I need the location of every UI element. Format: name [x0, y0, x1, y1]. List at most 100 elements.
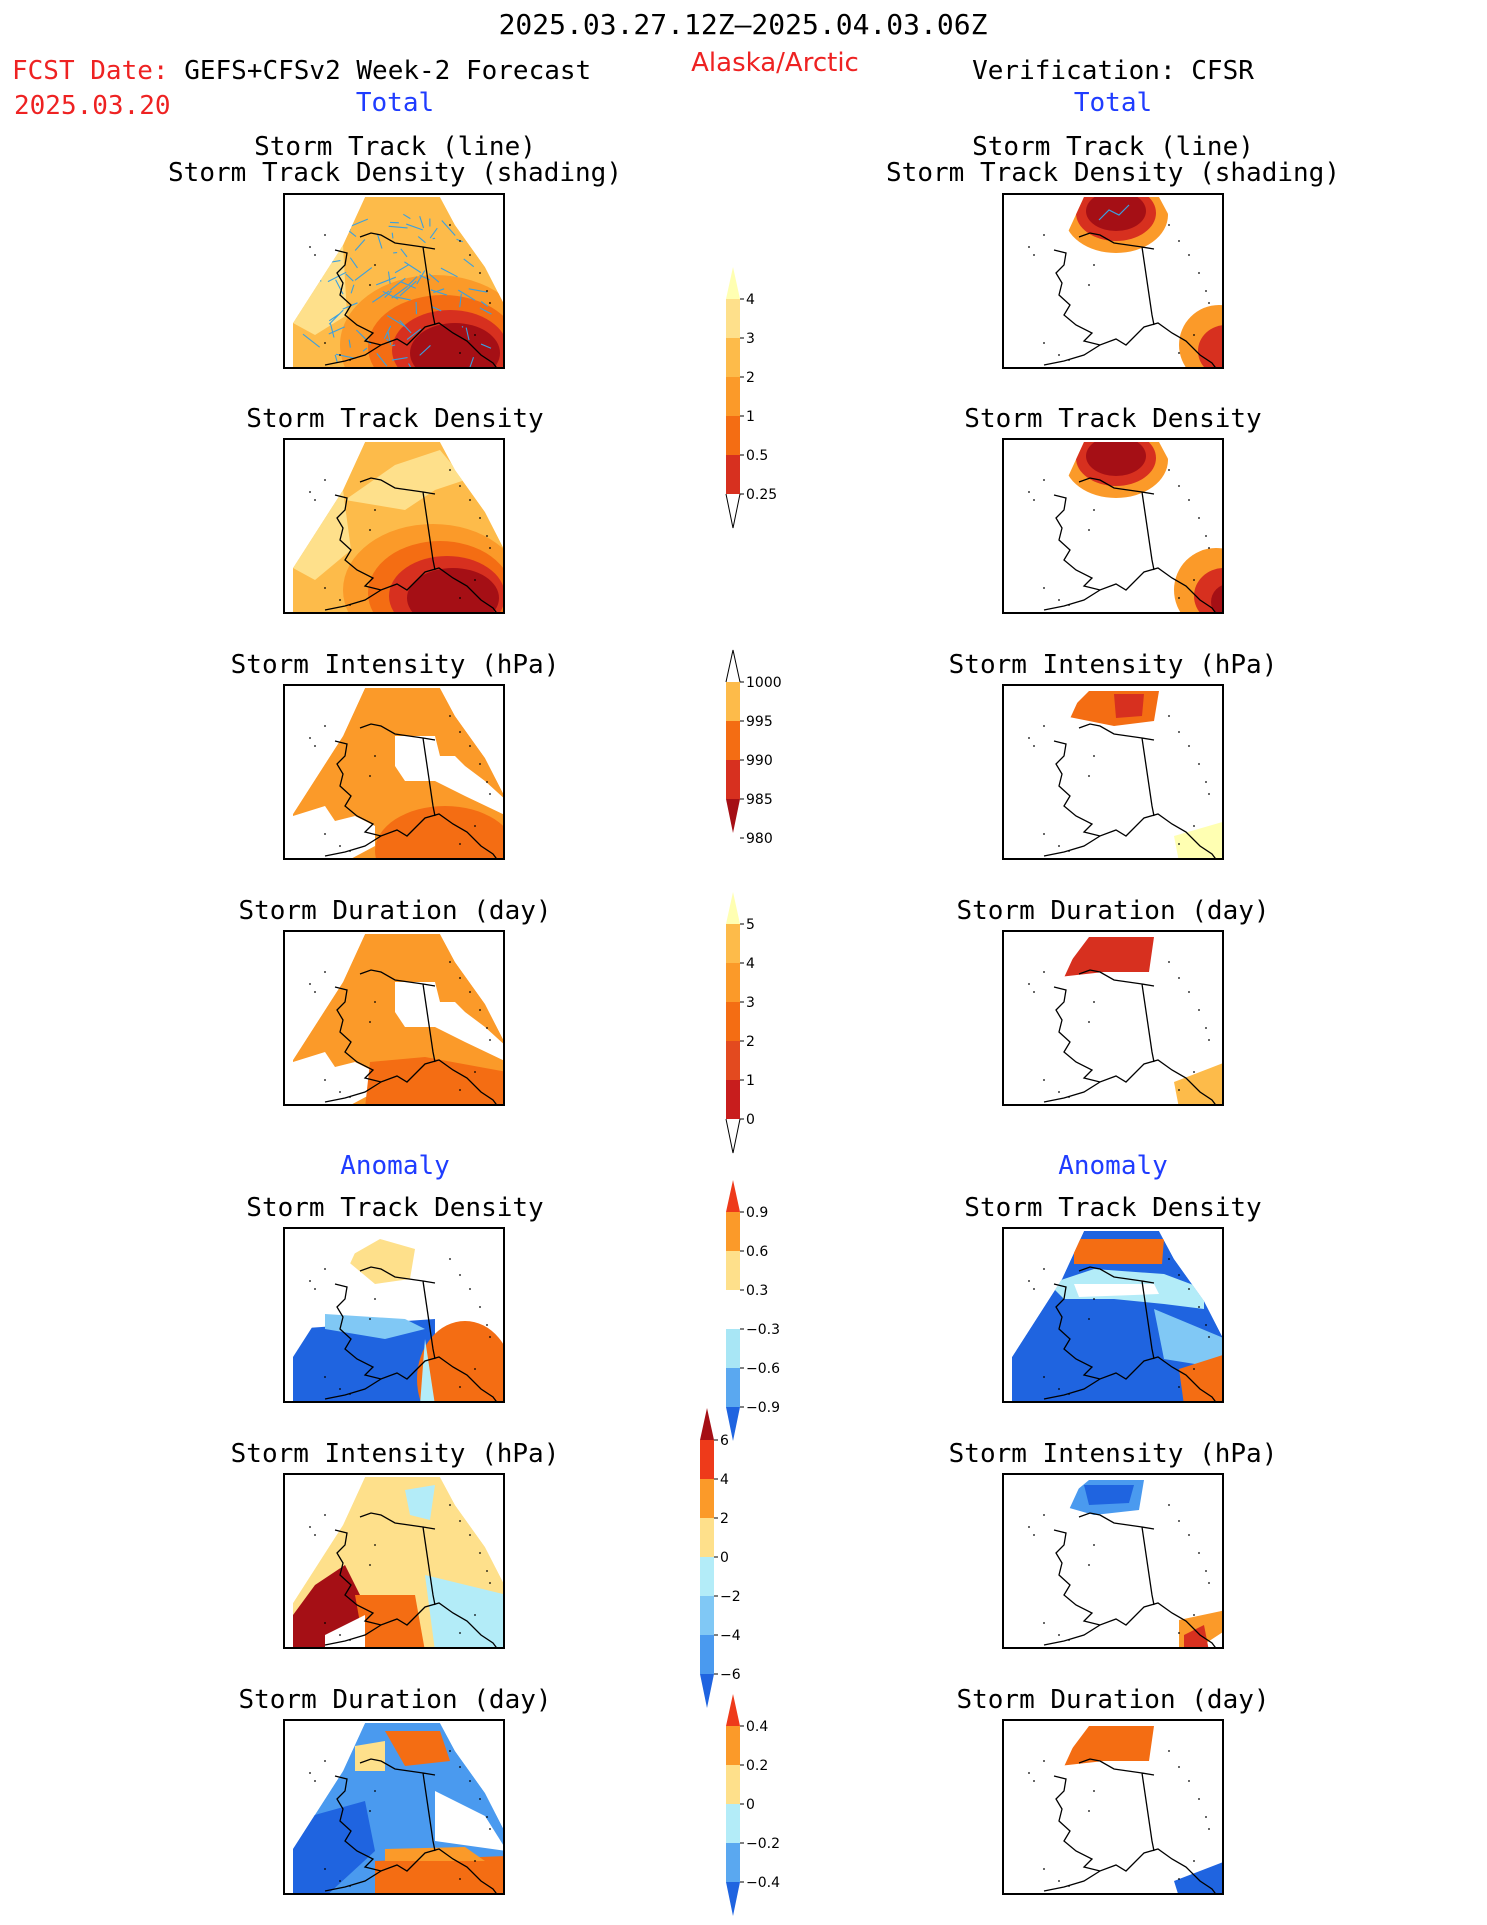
map-plot — [1012, 934, 1222, 1104]
map-plot — [293, 1723, 503, 1893]
coastline — [324, 1758, 497, 1893]
coastline — [1043, 1266, 1216, 1401]
colorbar-label: 990 — [746, 753, 773, 769]
title-intensity-left: Storm Intensity (hPa) — [230, 650, 560, 680]
map-right-track — [1002, 193, 1224, 369]
map-right-duration — [1002, 930, 1224, 1106]
colorbar-label: 2 — [720, 1511, 729, 1527]
region-title: Alaska/Arctic — [691, 48, 859, 78]
map-left-anom-intensity — [283, 1473, 505, 1649]
forecast-line: FCST Date: GEFS+CFSv2 Week-2 Forecast — [12, 56, 591, 86]
map-plot — [1012, 442, 1222, 612]
title-track-shading-left: Storm Track Density (shading) — [168, 158, 622, 188]
map-plot — [293, 1477, 503, 1647]
coastline — [324, 969, 497, 1104]
map-left-anom-density — [283, 1227, 505, 1403]
colorbar-label: −0.2 — [746, 1836, 780, 1852]
colorbar-plot: 0.4 0.2 0 −0.2 −0.4 — [726, 1694, 780, 1916]
title-anom-intensity-left: Storm Intensity (hPa) — [230, 1439, 560, 1469]
map-right-anom-intensity — [1002, 1473, 1224, 1649]
coastline — [1043, 1512, 1216, 1647]
title-anom-duration-left: Storm Duration (day) — [238, 1685, 552, 1715]
map-plot — [293, 197, 503, 367]
coastline — [324, 1266, 497, 1401]
title-duration-left: Storm Duration (day) — [238, 896, 552, 926]
fcst-date-label: FCST Date: — [12, 56, 169, 86]
title-anom-intensity-right: Storm Intensity (hPa) — [948, 1439, 1278, 1469]
section-anomaly-left: Anomaly — [340, 1151, 450, 1181]
colorbar-label: −4 — [720, 1628, 741, 1644]
colorbar-label: −2 — [720, 1589, 741, 1605]
colorbar-label: 0 — [746, 1797, 755, 1813]
colorbar-label: 4 — [746, 292, 755, 308]
map-plot — [1012, 1477, 1222, 1647]
title-anom-density-left: Storm Track Density — [246, 1193, 544, 1223]
colorbar-plot: 0 1 2 3 4 5 — [725, 892, 755, 1154]
map-left-track — [283, 193, 505, 369]
map-plot — [1012, 1723, 1222, 1893]
title-track-shading-right: Storm Track Density (shading) — [886, 158, 1340, 188]
colorbar-density-anom: 0.9 0.6 0.3 −0.3 −0.6 −0.9 — [724, 1178, 814, 1445]
title-anom-duration-right: Storm Duration (day) — [956, 1685, 1270, 1715]
section-total-right: Total — [1073, 88, 1153, 118]
colorbar-label: 2 — [746, 370, 755, 386]
colorbar-label: 4 — [720, 1472, 729, 1488]
title-track-line-left: Storm Track (line) — [254, 132, 536, 162]
title-density-right: Storm Track Density — [964, 404, 1262, 434]
fcst-date: 2025.03.20 — [14, 91, 171, 121]
colorbar-plot: 1000 995 990 985 980 — [725, 649, 782, 847]
colorbar-label: 0.3 — [746, 1283, 768, 1299]
colorbar-label: −0.9 — [746, 1400, 780, 1416]
colorbar-label: 3 — [746, 331, 755, 347]
date-range-title: 2025.03.27.12Z–2025.04.03.06Z — [498, 8, 988, 41]
map-plot — [293, 688, 503, 858]
colorbar-label: 0.9 — [746, 1205, 768, 1221]
colorbar-label: 6 — [720, 1433, 729, 1449]
map-left-intensity — [283, 684, 505, 860]
colorbar-label: 0.6 — [746, 1244, 768, 1260]
colorbar-label: 5 — [746, 917, 755, 933]
colorbar-duration-anom: 0.4 0.2 0 −0.2 −0.4 — [724, 1692, 814, 1920]
coastline — [1043, 232, 1216, 367]
verification-label: Verification: CFSR — [972, 56, 1254, 86]
map-plot — [293, 934, 503, 1104]
colorbar-plot: 6 4 2 0 −2 −4 −6 — [700, 1408, 741, 1708]
colorbar-label: −0.6 — [746, 1361, 780, 1377]
colorbar-label: 0.4 — [746, 1719, 768, 1735]
colorbar-label: 0 — [746, 1112, 755, 1128]
coastline — [324, 232, 497, 367]
title-density-left: Storm Track Density — [246, 404, 544, 434]
colorbar-label: 3 — [746, 995, 755, 1011]
colorbar-label: 985 — [746, 792, 773, 808]
map-left-density — [283, 438, 505, 614]
colorbar-label: 2 — [746, 1034, 755, 1050]
section-total-left: Total — [355, 88, 435, 118]
coastline — [1043, 723, 1216, 858]
map-left-duration — [283, 930, 505, 1106]
colorbar-label: −0.3 — [746, 1322, 780, 1338]
map-plot — [1012, 688, 1222, 858]
colorbar-intensity-anom: 6 4 2 0 −2 −4 −6 — [698, 1406, 788, 1712]
colorbar-label: 0.2 — [746, 1758, 768, 1774]
colorbar-label: 980 — [746, 831, 773, 847]
map-right-intensity — [1002, 684, 1224, 860]
map-right-density — [1002, 438, 1224, 614]
section-anomaly-right: Anomaly — [1058, 1151, 1168, 1181]
colorbar-label: 995 — [746, 714, 773, 730]
colorbar-label: −6 — [720, 1667, 741, 1683]
colorbar-label: 1 — [746, 1073, 755, 1089]
coastline — [324, 477, 497, 612]
colorbar-label: 4 — [746, 956, 755, 972]
title-track-line-right: Storm Track (line) — [972, 132, 1254, 162]
map-left-anom-duration — [283, 1719, 505, 1895]
map-right-anom-duration — [1002, 1719, 1224, 1895]
colorbar-plot: 0.25 0.5 1 2 3 4 — [725, 267, 777, 529]
map-right-anom-density — [1002, 1227, 1224, 1403]
colorbar-label: 0 — [720, 1550, 729, 1566]
map-plot — [1012, 1231, 1222, 1401]
coastline — [324, 1512, 497, 1647]
colorbar-label: 0.25 — [746, 487, 777, 503]
title-intensity-right: Storm Intensity (hPa) — [948, 650, 1278, 680]
colorbar-label: 1 — [746, 409, 755, 425]
